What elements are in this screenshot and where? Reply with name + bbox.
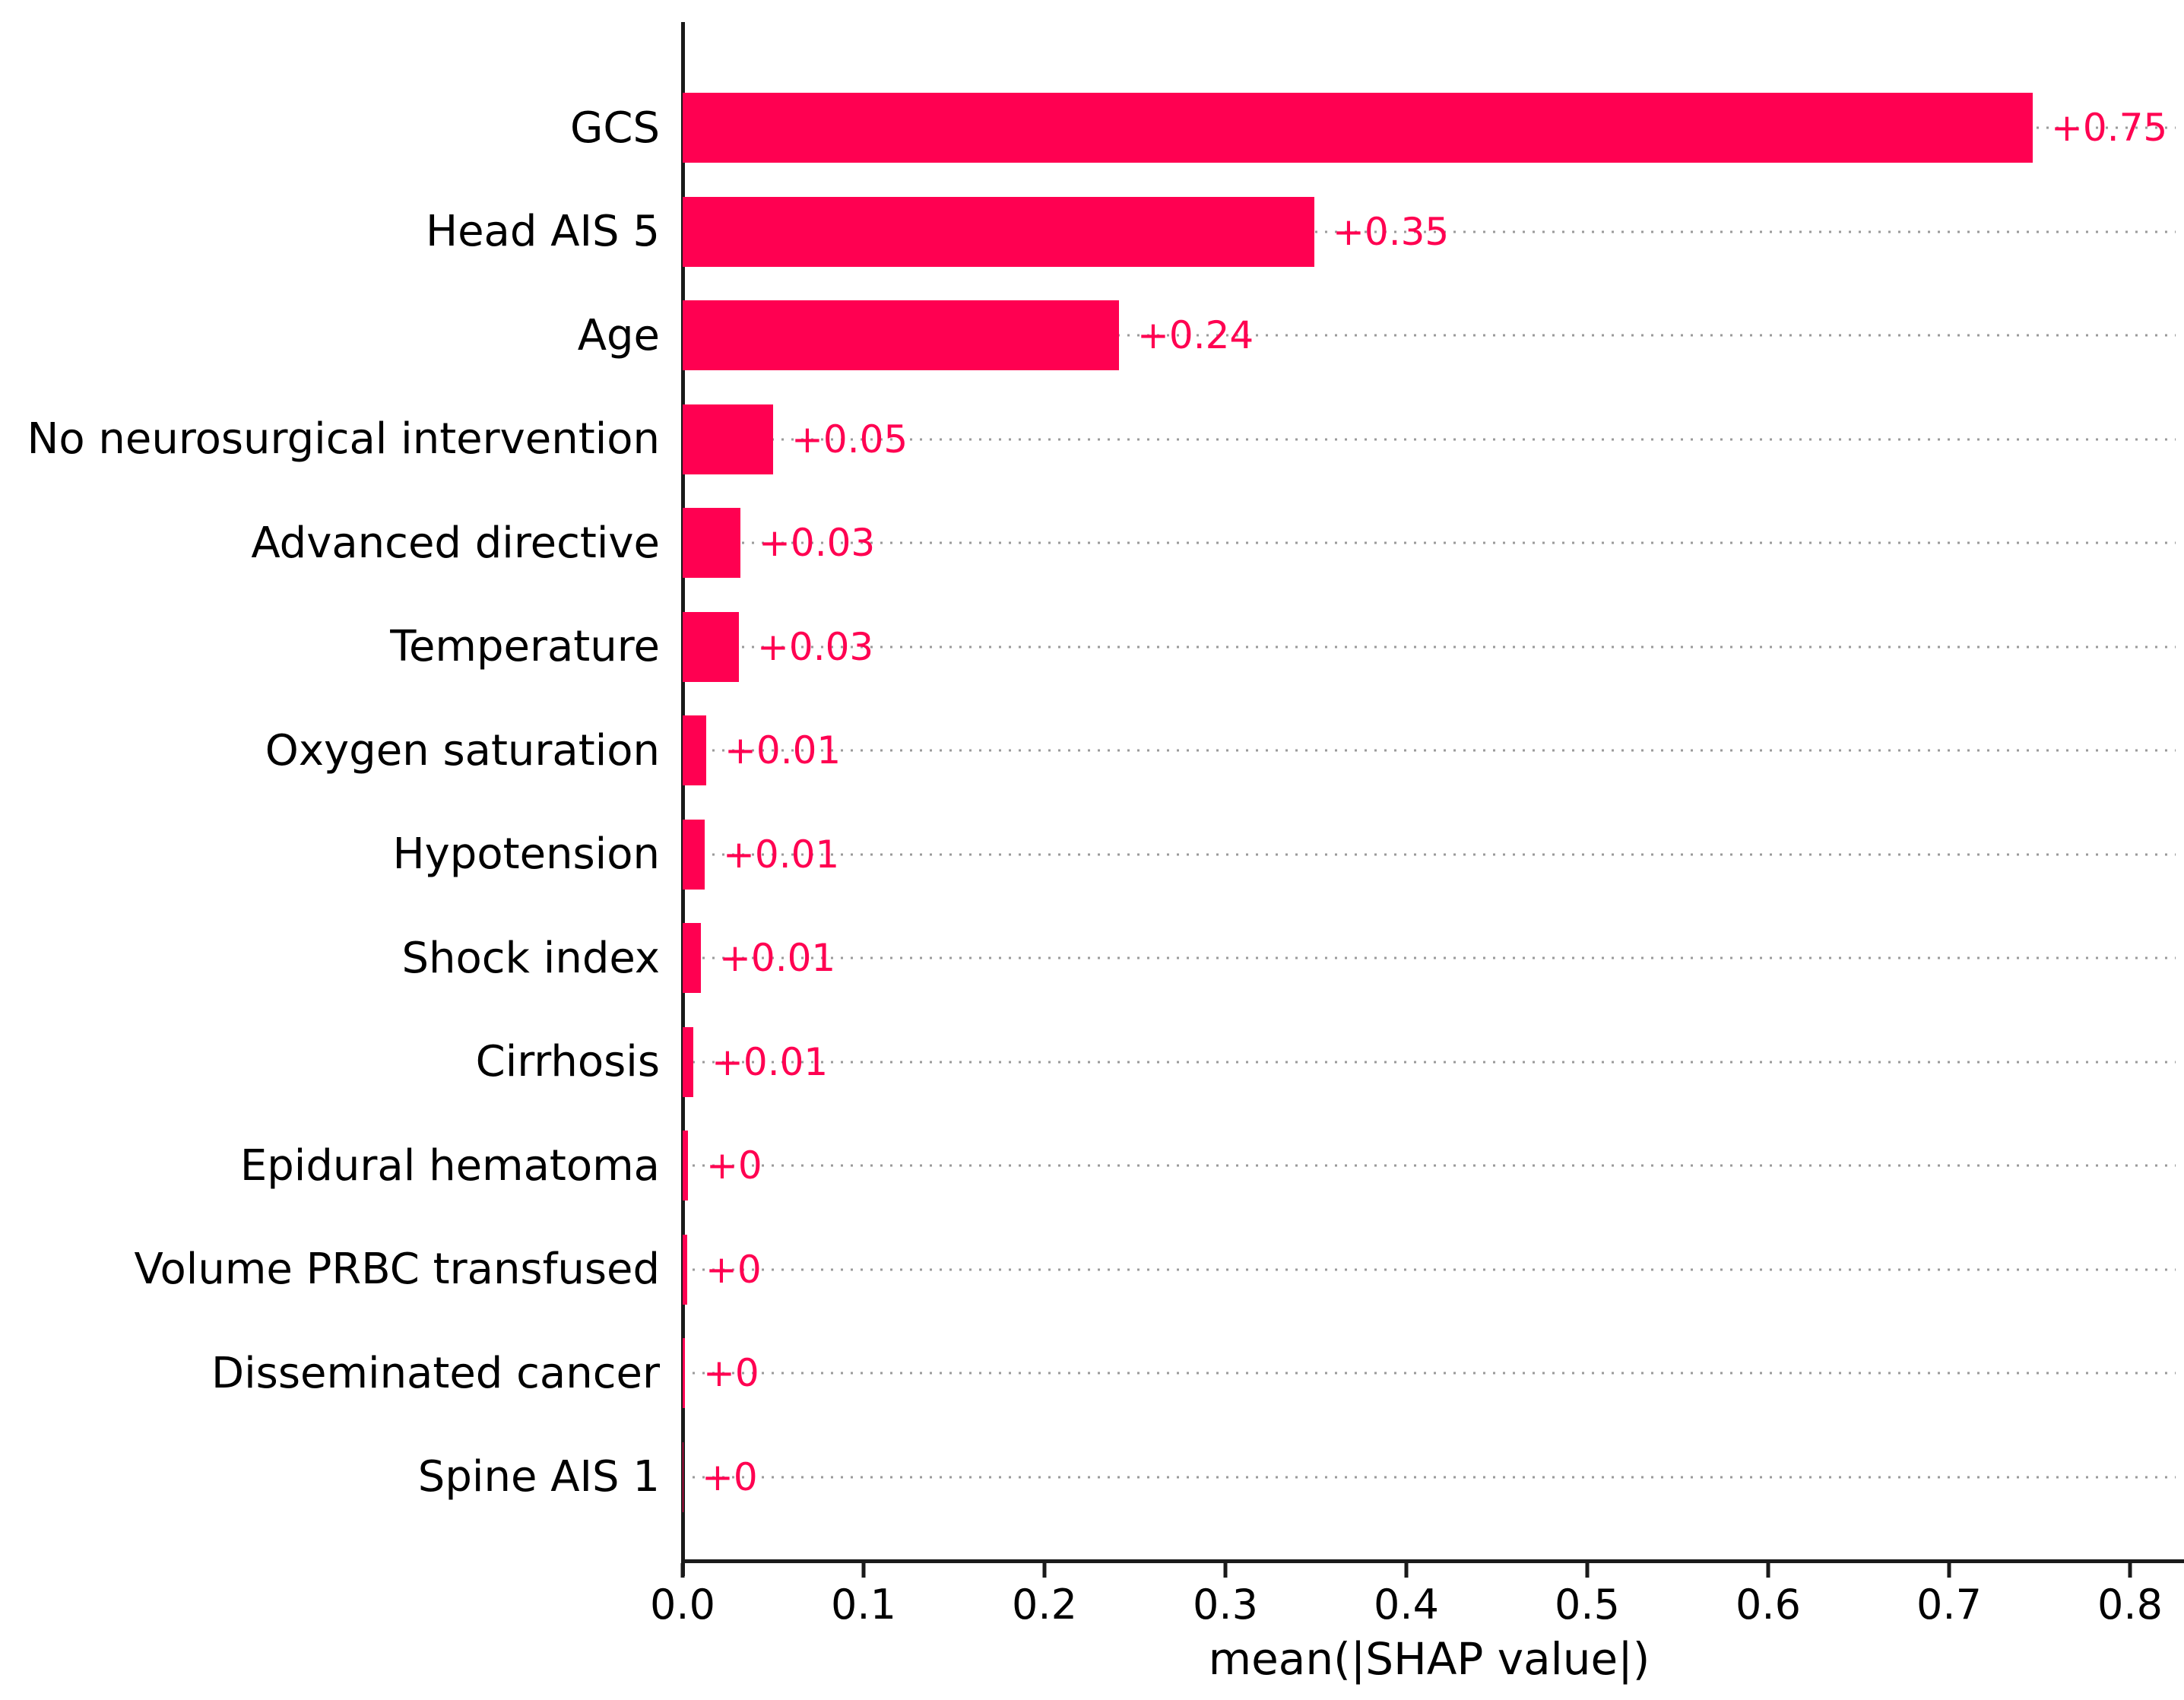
bar-row: +0	[683, 1114, 2176, 1218]
feature-label: Age	[577, 310, 660, 360]
bar-row: +0.75	[683, 76, 2176, 180]
x-axis-title: mean(|SHAP value|)	[1208, 1633, 1650, 1685]
shap-bar	[683, 508, 740, 579]
x-tick-mark	[680, 1563, 685, 1578]
x-tick-label: 0.7	[1916, 1581, 1982, 1629]
y-axis-tick-labels: GCS Head AIS 5 Age No neurosurgical interve…	[0, 76, 660, 1529]
bar-value-label: +0.03	[757, 624, 874, 669]
x-tick-label: 0.1	[831, 1581, 896, 1629]
bar-value-label: +0.24	[1137, 313, 1254, 358]
dotted-gridline	[683, 1476, 2176, 1479]
shap-bar	[683, 1234, 687, 1305]
dotted-gridline	[683, 334, 2176, 337]
shap-bar	[683, 404, 773, 474]
dotted-gridline	[683, 438, 2176, 441]
feature-label: Cirrhosis	[475, 1037, 660, 1087]
bar-value-label: +0.01	[712, 1039, 829, 1084]
shap-bar	[683, 923, 701, 994]
bar-value-label: +0.75	[2051, 106, 2168, 151]
feature-label: GCS	[569, 103, 660, 153]
x-tick-label: 0.3	[1193, 1581, 1258, 1629]
bar-value-label: +0.05	[791, 417, 908, 461]
x-tick-label: 0.2	[1012, 1581, 1077, 1629]
shap-bar	[683, 819, 705, 890]
shap-bar	[683, 1338, 685, 1409]
bar-value-label: +0.35	[1333, 209, 1450, 254]
shap-bar	[683, 93, 2033, 163]
bar-row: +0	[683, 1218, 2176, 1322]
bar-row: +0	[683, 1321, 2176, 1426]
dotted-gridline	[683, 230, 2176, 233]
dotted-gridline	[683, 749, 2176, 752]
bar-value-label: +0	[705, 1247, 762, 1292]
feature-label: Shock index	[401, 933, 660, 983]
dotted-gridline	[683, 645, 2176, 649]
feature-label: Advanced directive	[251, 518, 660, 568]
feature-label: Oxygen saturation	[265, 725, 660, 775]
feature-label: Disseminated cancer	[211, 1348, 660, 1398]
feature-label: Head AIS 5	[425, 207, 660, 257]
bar-value-label: +0	[703, 1351, 759, 1396]
y-axis-spine	[681, 22, 685, 1576]
shap-bar	[683, 300, 1119, 371]
x-tick-mark	[861, 1563, 866, 1578]
x-tick-label: 0.8	[2097, 1581, 2163, 1629]
bar-value-label: +0.01	[724, 728, 842, 773]
bar-row: +0.03	[683, 491, 2176, 595]
feature-label: Hypotension	[392, 829, 660, 880]
x-tick-mark	[1404, 1563, 1409, 1578]
bar-row: +0.01	[683, 803, 2176, 907]
x-tick-mark	[2128, 1563, 2132, 1578]
bar-row: +0.01	[683, 906, 2176, 1010]
x-tick-label: 0.6	[1735, 1581, 1801, 1629]
x-tick-label: 0.5	[1555, 1581, 1620, 1629]
shap-bar	[683, 196, 1314, 267]
bar-value-label: +0	[706, 1143, 762, 1188]
feature-label: Epidural hematoma	[239, 1140, 660, 1191]
bar-value-label: +0	[702, 1454, 758, 1499]
dotted-gridline	[683, 1372, 2176, 1375]
x-axis-spine	[681, 1559, 2184, 1563]
dotted-gridline	[683, 853, 2176, 856]
x-tick-mark	[1766, 1563, 1770, 1578]
x-tick-mark	[1585, 1563, 1590, 1578]
shap-bar	[683, 1026, 693, 1097]
dotted-gridline	[683, 1061, 2176, 1064]
x-tick-mark	[1223, 1563, 1228, 1578]
bar-value-label: +0.03	[759, 521, 876, 566]
bar-value-label: +0.01	[719, 936, 836, 981]
dotted-gridline	[683, 1268, 2176, 1271]
shap-bar	[683, 715, 706, 786]
bar-row: +0	[683, 1426, 2176, 1530]
feature-label: Temperature	[390, 622, 660, 672]
plot-area: +0.75 +0.35 +0.24 +0.05 +0.03 +0.03 +0.01 +0.01…	[683, 76, 2176, 1529]
feature-label: Spine AIS 1	[417, 1452, 660, 1502]
x-tick-mark	[1947, 1563, 1951, 1578]
bar-row: +0.03	[683, 595, 2176, 699]
bar-row: +0.05	[683, 388, 2176, 492]
bar-row: +0.24	[683, 284, 2176, 388]
bar-row: +0.01	[683, 1010, 2176, 1115]
dotted-gridline	[683, 956, 2176, 959]
feature-label: No neurosurgical intervention	[27, 414, 660, 465]
x-tick-mark	[1042, 1563, 1047, 1578]
bar-value-label: +0.01	[723, 832, 840, 877]
dotted-gridline	[683, 1164, 2176, 1167]
dotted-gridline	[683, 541, 2176, 544]
x-tick-label: 0.0	[650, 1581, 715, 1629]
shap-bar	[683, 1131, 688, 1201]
bar-row: +0.35	[683, 180, 2176, 284]
x-tick-label: 0.4	[1374, 1581, 1439, 1629]
bar-row: +0.01	[683, 699, 2176, 803]
shap-bar	[683, 611, 739, 682]
feature-label: Volume PRBC transfused	[134, 1245, 660, 1295]
